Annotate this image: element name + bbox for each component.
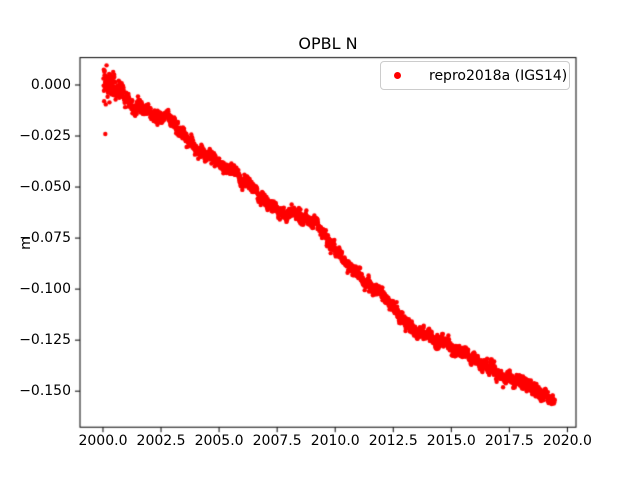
x-tick-label: 2005.0 <box>194 433 244 449</box>
x-tick-label: 2002.5 <box>136 433 186 449</box>
y-tick-label: −0.050 <box>19 179 71 196</box>
chart-title: OPBL N <box>298 34 358 53</box>
legend: repro2018a (IGS14) <box>380 61 570 90</box>
x-tick-label: 2012.5 <box>368 433 418 449</box>
x-tick-label: 2015.0 <box>426 433 476 449</box>
legend-label: repro2018a (IGS14) <box>429 67 568 84</box>
x-tick-label: 2017.5 <box>484 433 534 449</box>
x-tick-label: 2020.0 <box>542 433 592 449</box>
y-tick-label: −0.150 <box>19 383 71 400</box>
y-tick-label: −0.075 <box>19 230 71 247</box>
y-tick-label: −0.100 <box>19 281 71 298</box>
x-tick-label: 2000.0 <box>78 433 128 449</box>
x-tick-label: 2007.5 <box>252 433 302 449</box>
y-tick-label: −0.025 <box>19 128 71 145</box>
y-tick-label: 0.000 <box>30 76 71 93</box>
x-tick-label: 2010.0 <box>310 433 360 449</box>
legend-point-marker-icon <box>394 72 401 79</box>
y-tick-label: −0.125 <box>19 332 71 349</box>
